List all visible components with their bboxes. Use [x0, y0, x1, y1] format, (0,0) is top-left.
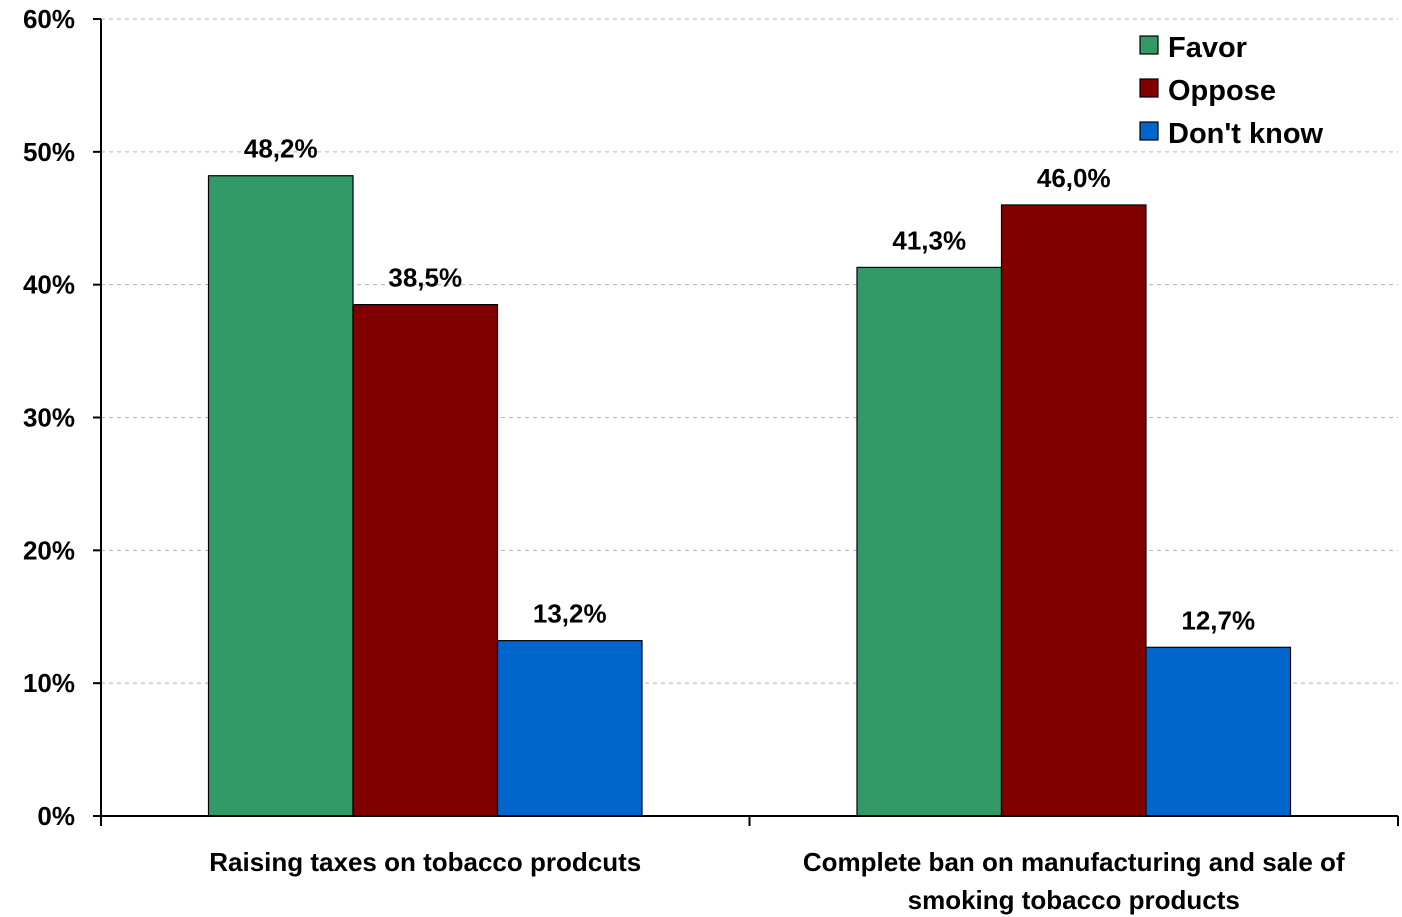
y-tick-label: 40% [23, 270, 75, 300]
legend-label: Oppose [1168, 75, 1276, 107]
legend-swatch [1139, 35, 1159, 55]
bar-oppose-1 [352, 303, 499, 817]
category-label: Complete ban on manufacturing and sale o… [803, 847, 1345, 877]
y-axis-ticks: 0% 10% 20% 30% 40% 50% 60% [23, 4, 101, 831]
data-label: 46,0% [1037, 163, 1111, 193]
bars [207, 175, 1292, 817]
data-labels: 48,2% 41,3% 38,5% 46,0% 13,2% 12,7% [244, 134, 1255, 636]
data-label: 48,2% [244, 134, 318, 164]
category-label: Raising taxes on tobacco prodcuts [209, 847, 641, 877]
bar-don-t-know-1 [496, 640, 643, 817]
y-tick-label: 60% [23, 4, 75, 34]
bar-don-t-know-2 [1145, 646, 1292, 817]
y-tick-label: 0% [37, 801, 75, 831]
legend-label: Favor [1168, 32, 1247, 64]
data-label: 12,7% [1181, 605, 1255, 635]
data-label: 41,3% [892, 225, 966, 255]
legend-swatch [1139, 78, 1159, 98]
category-label: smoking tobacco products [908, 885, 1240, 915]
bar-favor-2 [856, 266, 1003, 817]
data-label: 38,5% [388, 263, 462, 293]
legend-label: Don't know [1168, 118, 1324, 150]
category-labels: Raising taxes on tobacco prodcuts Complet… [209, 847, 1345, 915]
y-tick-label: 10% [23, 668, 75, 698]
bar-oppose-2 [1000, 204, 1147, 817]
y-tick-label: 20% [23, 535, 75, 565]
data-label: 13,2% [533, 599, 607, 629]
y-tick-label: 30% [23, 403, 75, 433]
legend-swatch [1139, 121, 1159, 141]
legend: Favor Oppose Don't know [1139, 32, 1324, 150]
y-tick-label: 50% [23, 137, 75, 167]
bar-favor-1 [207, 175, 354, 817]
